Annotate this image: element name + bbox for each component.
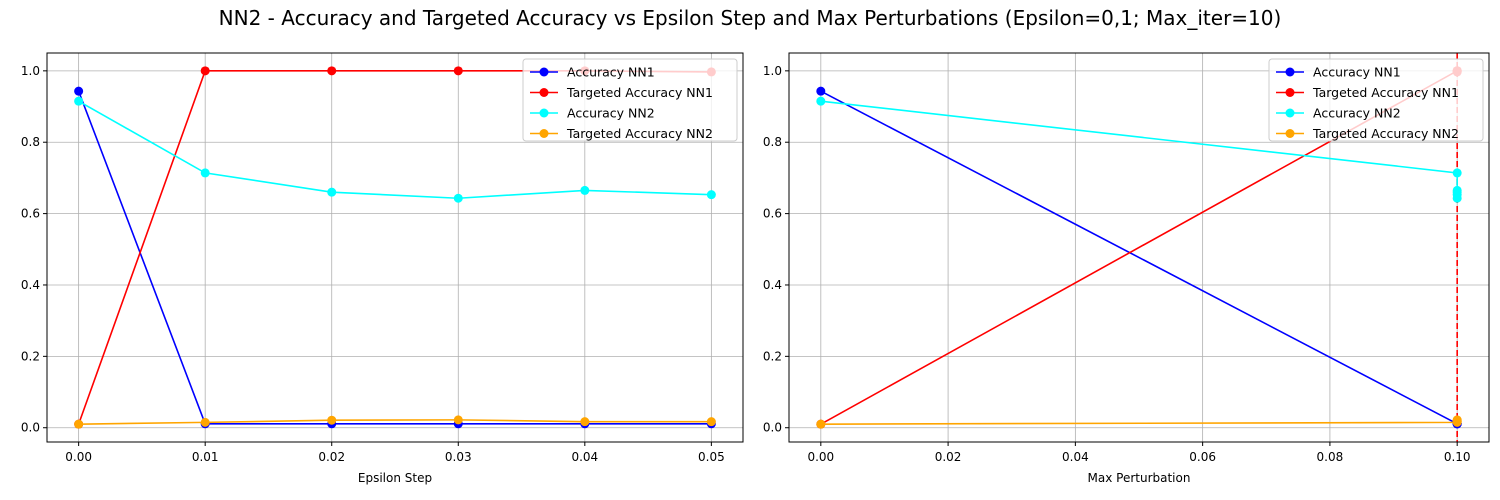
legend-entry-label: Targeted Accuracy NN2 — [566, 126, 713, 141]
y-tick-label: 0.4 — [21, 278, 40, 292]
data-point — [327, 415, 337, 425]
legend-marker — [539, 67, 549, 77]
x-tick-label: 0.01 — [192, 450, 219, 464]
data-point — [453, 415, 463, 425]
x-tick-label: 0.06 — [1189, 450, 1216, 464]
x-tick-label: 0.00 — [65, 450, 92, 464]
y-tick-label: 1.0 — [763, 64, 782, 78]
data-point — [200, 417, 210, 427]
legend-marker — [1285, 88, 1295, 97]
y-tick-label: 0.2 — [763, 349, 782, 363]
y-tick-label: 1.0 — [21, 64, 40, 78]
plot-frame — [46, 52, 744, 443]
data-point — [580, 185, 590, 195]
series-line-3 — [78, 100, 712, 200]
data-point — [580, 417, 590, 427]
y-tick-label: 0.0 — [763, 421, 782, 435]
data-point — [1452, 190, 1462, 200]
x-tick-label: 0.05 — [698, 450, 725, 464]
plot-frame — [788, 52, 1490, 443]
legend-marker — [539, 88, 549, 97]
legend-entry-label: Targeted Accuracy NN2 — [1312, 126, 1459, 141]
legend-box — [1268, 58, 1484, 142]
data-point — [200, 66, 210, 76]
series-line-1 — [77, 90, 712, 425]
x-tick-label: 0.04 — [571, 450, 598, 464]
legend-marker — [1285, 67, 1295, 77]
y-tick-label: 0.8 — [21, 135, 40, 149]
data-point — [453, 193, 463, 203]
x-tick-label: 0.02 — [935, 450, 962, 464]
data-point — [816, 86, 826, 96]
chart-panel-1: 0.00 0.01 0.02 0.03 0.04 0.05 0.0 0.2 0.4 0.6 0.8 1… — [21, 52, 744, 485]
y-tick-label: 0.8 — [763, 135, 782, 149]
legend-box — [522, 58, 738, 142]
series-line-1 — [820, 90, 1458, 425]
legend-entry-label: Accuracy NN1 — [567, 65, 655, 80]
y-tick-label: 0.6 — [21, 207, 40, 221]
series-line-4 — [78, 419, 712, 425]
chart-panel-2: 0.00 0.02 0.04 0.06 0.08 0.10 0.0 0.2 0.4 0.6 0.8 1… — [763, 52, 1490, 485]
legend-entry-label: Targeted Accuracy NN1 — [1312, 85, 1459, 100]
legend-marker — [1285, 129, 1295, 138]
data-point — [74, 86, 84, 96]
x-tick-label: 0.03 — [445, 450, 472, 464]
data-point — [453, 66, 463, 76]
legend: Accuracy NN1 Targeted Accuracy NN1 Accurac… — [522, 58, 738, 142]
data-point — [327, 66, 337, 76]
data-point — [706, 190, 716, 200]
data-point — [706, 417, 716, 427]
legend-marker — [539, 108, 549, 118]
x-axis-label: Max Perturbation — [1088, 471, 1191, 485]
data-point — [816, 419, 826, 429]
legend-marker — [539, 129, 549, 138]
legend-entry-label: Accuracy NN2 — [567, 106, 655, 121]
x-tick-label: 0.10 — [1444, 450, 1471, 464]
data-point — [74, 96, 84, 106]
x-tick-label: 0.08 — [1317, 450, 1344, 464]
legend: Accuracy NN1 Targeted Accuracy NN1 Accurac… — [1268, 58, 1484, 142]
data-point — [1452, 168, 1462, 178]
y-tick-label: 0.6 — [763, 207, 782, 221]
legend-marker — [1285, 108, 1295, 118]
x-axis-label: Epsilon Step — [358, 471, 432, 485]
y-tick-label: 0.2 — [21, 349, 40, 363]
legend-entry-label: Accuracy NN1 — [1313, 65, 1401, 80]
data-point — [200, 168, 210, 178]
legend-entry-label: Accuracy NN2 — [1313, 106, 1401, 121]
series-line-4 — [820, 419, 1458, 425]
data-point — [74, 419, 84, 429]
x-tick-label: 0.02 — [318, 450, 345, 464]
legend-entry-label: Targeted Accuracy NN1 — [566, 85, 713, 100]
y-tick-label: 0.0 — [21, 421, 40, 435]
data-point — [1452, 417, 1462, 427]
data-point — [327, 187, 337, 197]
data-point — [816, 96, 826, 106]
x-tick-label: 0.04 — [1062, 450, 1089, 464]
figure-title: NN2 - Accuracy and Targeted Accuracy vs … — [218, 6, 1282, 30]
x-tick-label: 0.00 — [807, 450, 834, 464]
y-tick-label: 0.4 — [763, 278, 782, 292]
